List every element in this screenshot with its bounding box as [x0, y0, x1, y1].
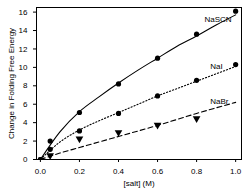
- svg-text:10: 10: [19, 63, 28, 72]
- svg-text:NaBr: NaBr: [210, 97, 229, 106]
- svg-text:0: 0: [23, 155, 28, 164]
- svg-text:4: 4: [23, 118, 28, 127]
- svg-text:0.0: 0.0: [35, 167, 47, 176]
- svg-text:1.0: 1.0: [230, 167, 242, 176]
- svg-text:12: 12: [19, 45, 28, 54]
- svg-text:16: 16: [19, 8, 28, 17]
- svg-text:0.6: 0.6: [152, 167, 164, 176]
- svg-text:2: 2: [23, 137, 28, 146]
- svg-text:6: 6: [23, 100, 28, 109]
- svg-text:0.4: 0.4: [113, 167, 125, 176]
- svg-text:8: 8: [23, 81, 28, 90]
- svg-text:Change in Folding Free Energy: Change in Folding Free Energy: [7, 28, 16, 139]
- svg-text:NaI: NaI: [210, 62, 222, 71]
- svg-text:0.8: 0.8: [191, 167, 203, 176]
- svg-text:14: 14: [19, 26, 28, 35]
- svg-text:0.2: 0.2: [74, 167, 86, 176]
- svg-text:[salt] (M): [salt] (M): [123, 179, 154, 188]
- svg-text:NaSCN: NaSCN: [204, 15, 231, 24]
